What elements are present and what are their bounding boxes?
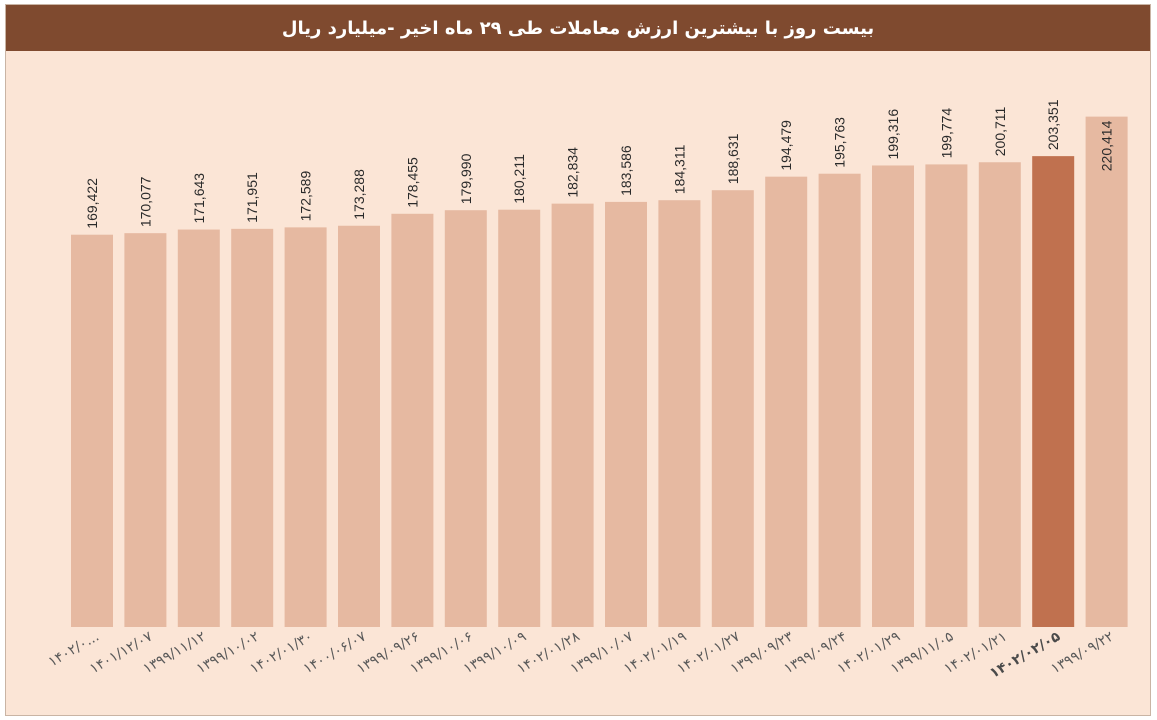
bar-2 <box>124 233 167 628</box>
value-label-4: 171,951 <box>244 172 260 223</box>
bar-13 <box>711 190 754 627</box>
value-label-14: 194,479 <box>778 120 794 171</box>
chart-frame: بیست روز با بیشترین ارزش معاملات طی ۲۹ م… <box>5 4 1151 716</box>
bar-6 <box>338 225 380 627</box>
value-label-13: 188,631 <box>725 133 741 184</box>
bar-5 <box>284 227 327 627</box>
value-label-17: 199,774 <box>938 108 954 159</box>
value-label-18: 200,711 <box>992 106 1008 156</box>
bar-9 <box>498 209 541 627</box>
value-label-5: 172,589 <box>298 171 314 222</box>
value-label-19: 203,351 <box>1045 99 1061 150</box>
bar-14 <box>765 176 808 627</box>
bar-3 <box>177 229 220 628</box>
value-label-20: 220,414 <box>1099 120 1115 171</box>
bar-16 <box>872 165 914 628</box>
bar-7 <box>391 213 434 627</box>
value-label-6: 173,288 <box>351 169 367 220</box>
value-label-10: 182,834 <box>565 147 581 198</box>
value-label-8: 179,990 <box>458 153 474 204</box>
value-label-16: 199,316 <box>885 109 901 160</box>
bar-18 <box>978 162 1021 627</box>
bar-chart: 169,422۱۴۰۲/۰...170,077۱۴۰۱/۱۲/۰۷171,643… <box>46 99 1128 682</box>
value-label-12: 184,311 <box>671 144 687 194</box>
value-label-1: 169,422 <box>84 178 100 229</box>
bar-12 <box>658 200 701 627</box>
chart-title: بیست روز با بیشترین ارزش معاملات طی ۲۹ م… <box>6 5 1150 51</box>
value-label-3: 171,643 <box>191 173 207 224</box>
bar-8 <box>444 210 487 628</box>
bar-15 <box>818 173 861 627</box>
value-label-2: 170,077 <box>137 176 153 227</box>
bar-20 <box>1085 116 1128 627</box>
bar-4 <box>231 228 274 628</box>
value-label-15: 195,763 <box>832 117 848 168</box>
bar-17 <box>925 164 968 627</box>
value-label-11: 183,586 <box>618 145 634 196</box>
value-label-9: 180,211 <box>511 154 527 204</box>
bar-10 <box>551 203 594 628</box>
bar-11 <box>605 201 647 627</box>
bar-19 <box>1032 156 1075 627</box>
bar-1 <box>71 234 113 627</box>
value-label-7: 178,455 <box>404 157 420 208</box>
